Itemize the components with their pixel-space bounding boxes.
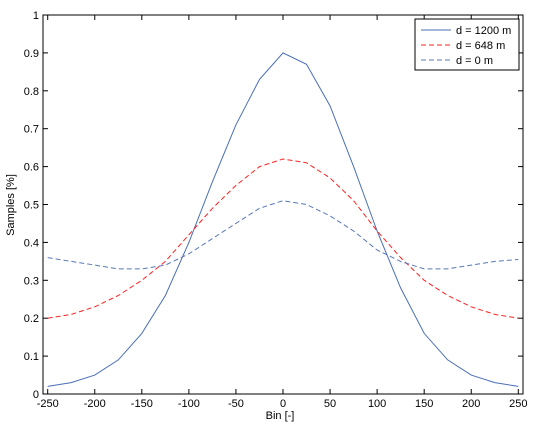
x-tick-label: -150	[131, 398, 153, 410]
plot-area	[42, 14, 524, 395]
y-tick-label: 0.4	[24, 237, 39, 249]
y-tick-label: 0.9	[24, 48, 39, 60]
y-tick-label: 0.7	[24, 124, 39, 136]
x-axis-label: Bin [-]	[266, 410, 295, 422]
series-line-0	[47, 52, 519, 387]
y-tick-label: 0.8	[24, 86, 39, 98]
y-tick-label: 0.3	[24, 275, 39, 287]
legend-label-0: d = 1200 m	[456, 25, 511, 37]
y-tick-label: 0.5	[24, 200, 39, 212]
series-layer	[47, 52, 519, 387]
x-tick-label: 200	[462, 398, 480, 410]
legend-label-2: d = 0 m	[456, 55, 493, 67]
x-tick-label: -200	[84, 398, 106, 410]
legend-label-1: d = 648 m	[456, 40, 505, 52]
y-tick-label: 0.2	[24, 313, 39, 325]
y-axis: 0 0.1 0.2 0.3 0.4 0.5 0.6 0.7 0.8 0.9 1	[24, 10, 523, 401]
y-tick-label: 0	[33, 389, 39, 401]
x-tick-label: 100	[368, 398, 386, 410]
legend: d = 1200 m d = 648 m d = 0 m	[414, 18, 520, 71]
series-line-2	[47, 200, 519, 270]
x-tick-label: 150	[415, 398, 433, 410]
series-line-1	[47, 158, 519, 319]
x-tick-label: -250	[37, 398, 59, 410]
x-tick-label: 0	[280, 398, 286, 410]
y-tick-label: 0.1	[24, 351, 39, 363]
y-tick-label: 1	[33, 10, 39, 22]
x-tick-label: 50	[324, 398, 336, 410]
x-tick-label: 250	[509, 398, 527, 410]
x-tick-label: -50	[228, 398, 244, 410]
plot-frame	[42, 14, 524, 395]
y-tick-label: 0.6	[24, 162, 39, 174]
x-axis: -250 -200 -150 -100 -50 0 50 100 150 200 250	[37, 15, 527, 410]
y-axis-label: Samples [%]	[5, 174, 17, 236]
x-tick-label: -100	[178, 398, 200, 410]
